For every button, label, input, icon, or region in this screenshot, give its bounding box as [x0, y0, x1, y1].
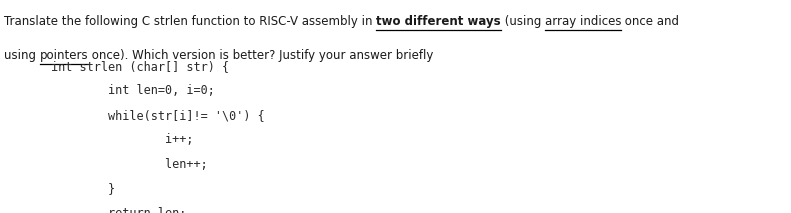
Text: once and: once and	[622, 15, 679, 28]
Text: Translate the following C strlen function to RISC-V assembly in: Translate the following C strlen functio…	[4, 15, 377, 28]
Text: (using: (using	[501, 15, 545, 28]
Text: int len=0, i=0;: int len=0, i=0;	[51, 84, 215, 97]
Text: }: }	[51, 182, 115, 195]
Text: array indices: array indices	[545, 15, 622, 28]
Text: i++;: i++;	[51, 133, 194, 146]
Text: pointers: pointers	[40, 49, 89, 62]
Text: using: using	[4, 49, 40, 62]
Text: len++;: len++;	[51, 158, 208, 171]
Text: return len;: return len;	[51, 207, 187, 213]
Text: two different ways: two different ways	[377, 15, 501, 28]
Text: once). Which version is better? Justify your answer briefly: once). Which version is better? Justify …	[89, 49, 433, 62]
Text: while(str[i]!= '\0') {: while(str[i]!= '\0') {	[51, 109, 265, 122]
Text: int strlen (char[] str) {: int strlen (char[] str) {	[51, 60, 229, 73]
